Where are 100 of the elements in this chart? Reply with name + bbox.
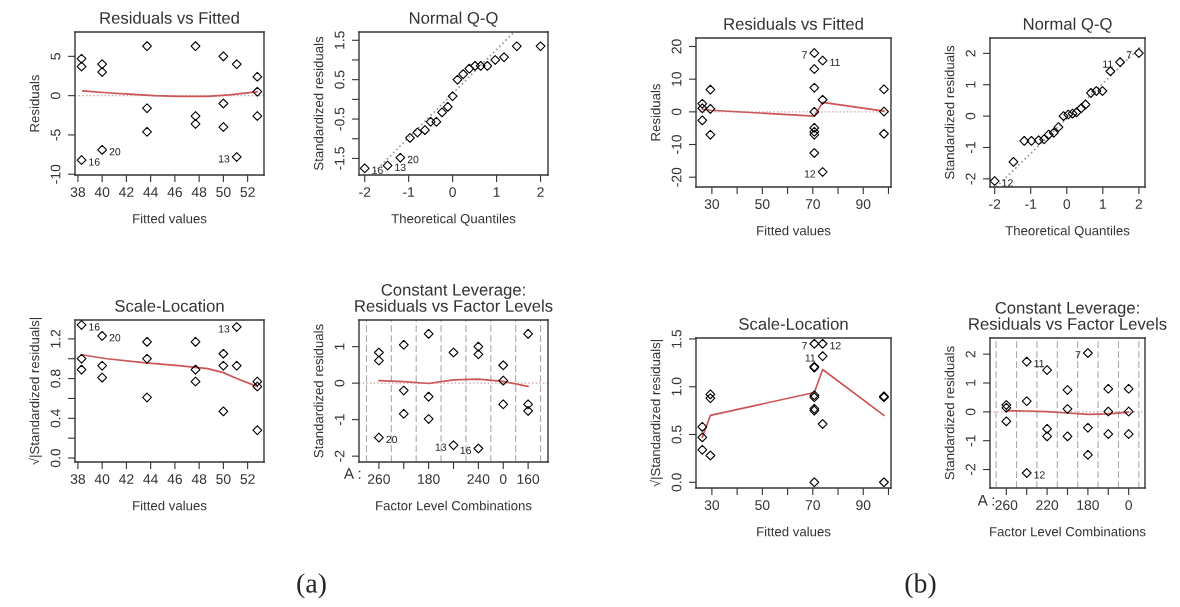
annotation: 20 xyxy=(109,148,121,156)
x-tick-label: 1 xyxy=(493,187,500,197)
x-tick-label: 70 xyxy=(805,500,820,511)
text: (b) xyxy=(905,573,936,599)
chart-title: Scale-Location xyxy=(115,299,224,312)
x-axis-title: Factor Level Combinations xyxy=(376,500,532,511)
x-tick-label: 38 xyxy=(70,187,86,198)
x-tick-label: -2 xyxy=(359,187,371,197)
annotation: 13 xyxy=(395,163,406,172)
x-tick-label: 70 xyxy=(805,199,820,210)
y-tick-label: 0.8 xyxy=(50,369,61,388)
y-tick-label: -1 xyxy=(334,414,345,426)
text: (a) xyxy=(297,573,326,599)
y-axis-title: √|Standardized residuals| xyxy=(28,318,42,465)
chart-title: Constant Leverage: Residuals vs Factor Levels xyxy=(969,301,1167,330)
annotation: 12 xyxy=(830,341,841,350)
x-tick-label: 44 xyxy=(143,474,158,484)
chart-title: Normal Q-Q xyxy=(1023,17,1112,33)
annotation: 11 xyxy=(1034,359,1044,368)
x-axis-title: Theoretical Quantiles xyxy=(391,213,516,226)
x-tick-label: 90 xyxy=(856,500,871,511)
y-tick-label: -2 xyxy=(965,173,976,185)
y-tick-label: 0 xyxy=(334,379,345,387)
chart-title: Normal Q-Q xyxy=(409,11,498,27)
x-tick-label: 90 xyxy=(856,199,871,210)
y-tick-label: 1.5 xyxy=(671,329,682,348)
x-tick-label: 50 xyxy=(216,187,231,198)
y-tick-label: 0.5 xyxy=(334,70,345,89)
y-tick-label: 0.0 xyxy=(671,473,682,492)
y-tick-label: 0 xyxy=(965,112,976,120)
x-tick-label: 260 xyxy=(368,474,390,485)
y-axis-title: Standardized residuals xyxy=(313,324,324,458)
y-tick-label: 0 xyxy=(965,408,976,416)
y-tick-label: 1 xyxy=(965,379,976,386)
y-tick-label: 1 xyxy=(334,343,345,350)
annotation: 11 xyxy=(830,58,840,67)
y-tick-label: -0.5 xyxy=(334,107,345,131)
x-tick-label: 0 xyxy=(449,187,456,198)
y-tick-label: -10 xyxy=(50,164,61,184)
y-axis-title: √|Standardized residuals| xyxy=(649,340,663,487)
x-tick-label: 50 xyxy=(755,500,770,511)
y-tick-label: 20 xyxy=(671,39,682,54)
chart-title: Residuals vs Fitted xyxy=(100,11,239,24)
x-tick-label: 160 xyxy=(517,474,540,485)
x-tick-label: 240 xyxy=(467,474,490,485)
annotation: 12 xyxy=(1002,179,1013,187)
text: A : xyxy=(343,468,361,479)
y-axis-title: Standardized residuals xyxy=(313,36,324,171)
y-tick-label: 10 xyxy=(671,71,682,86)
x-tick-label: 52 xyxy=(240,187,255,198)
x-tick-label: 52 xyxy=(240,474,255,485)
y-tick-label: 0 xyxy=(50,92,61,99)
annotation: 16 xyxy=(460,446,471,455)
y-axis-title: Residuals xyxy=(650,84,661,141)
x-tick-label: 48 xyxy=(191,187,207,198)
y-tick-label: -1 xyxy=(965,141,976,154)
x-tick-label: 50 xyxy=(755,199,770,210)
x-tick-label: 42 xyxy=(119,187,134,197)
x-tick-label: 42 xyxy=(119,474,134,484)
annotation: 13 xyxy=(435,443,447,451)
annotation: 20 xyxy=(386,435,398,444)
annotation: 20 xyxy=(407,155,419,164)
y-tick-label: -5 xyxy=(50,129,61,141)
x-tick-label: 1 xyxy=(1100,199,1107,209)
x-tick-label: 30 xyxy=(704,199,720,210)
annotation: 7 xyxy=(1126,51,1132,59)
x-tick-label: 180 xyxy=(1077,500,1099,511)
y-axis-title: Standardized residuals xyxy=(944,45,955,180)
annotation: 13 xyxy=(218,325,230,333)
y-tick-label: -20 xyxy=(671,167,682,187)
y-axis-title: Standardized residuals xyxy=(944,346,955,480)
y-tick-label: 5 xyxy=(50,53,61,60)
x-tick-label: 0 xyxy=(499,474,507,485)
x-tick-label: 260 xyxy=(995,500,1018,511)
annotation: 7 xyxy=(802,342,807,350)
y-tick-label: 1.5 xyxy=(334,31,345,49)
x-tick-label: 38 xyxy=(70,474,86,485)
y-tick-label: 1.2 xyxy=(50,329,61,348)
x-tick-label: 40 xyxy=(94,187,110,198)
x-tick-label: 0 xyxy=(1125,500,1132,511)
x-tick-label: 46 xyxy=(167,474,183,485)
annotation: 7 xyxy=(1075,351,1081,359)
x-axis-title: Fitted values xyxy=(757,526,831,537)
x-tick-label: 180 xyxy=(418,474,440,485)
chart-title: Residuals vs Fitted xyxy=(724,17,863,30)
y-tick-label: 2 xyxy=(965,50,976,57)
x-tick-label: 50 xyxy=(216,474,231,485)
annotation: 11 xyxy=(805,354,816,362)
annotation: 12 xyxy=(1034,471,1045,479)
x-tick-label: 2 xyxy=(1135,199,1143,209)
y-axis-title: Residuals xyxy=(29,75,40,132)
x-tick-label: -1 xyxy=(1025,199,1037,209)
x-tick-label: 46 xyxy=(167,187,183,198)
x-tick-label: -2 xyxy=(989,199,1001,209)
annotation: 16 xyxy=(372,166,383,174)
x-tick-label: 40 xyxy=(94,474,110,485)
x-tick-label: 0 xyxy=(1063,199,1071,210)
y-tick-label: 0.4 xyxy=(50,409,61,428)
y-tick-label: -2 xyxy=(965,464,976,476)
text: A : xyxy=(977,494,995,506)
